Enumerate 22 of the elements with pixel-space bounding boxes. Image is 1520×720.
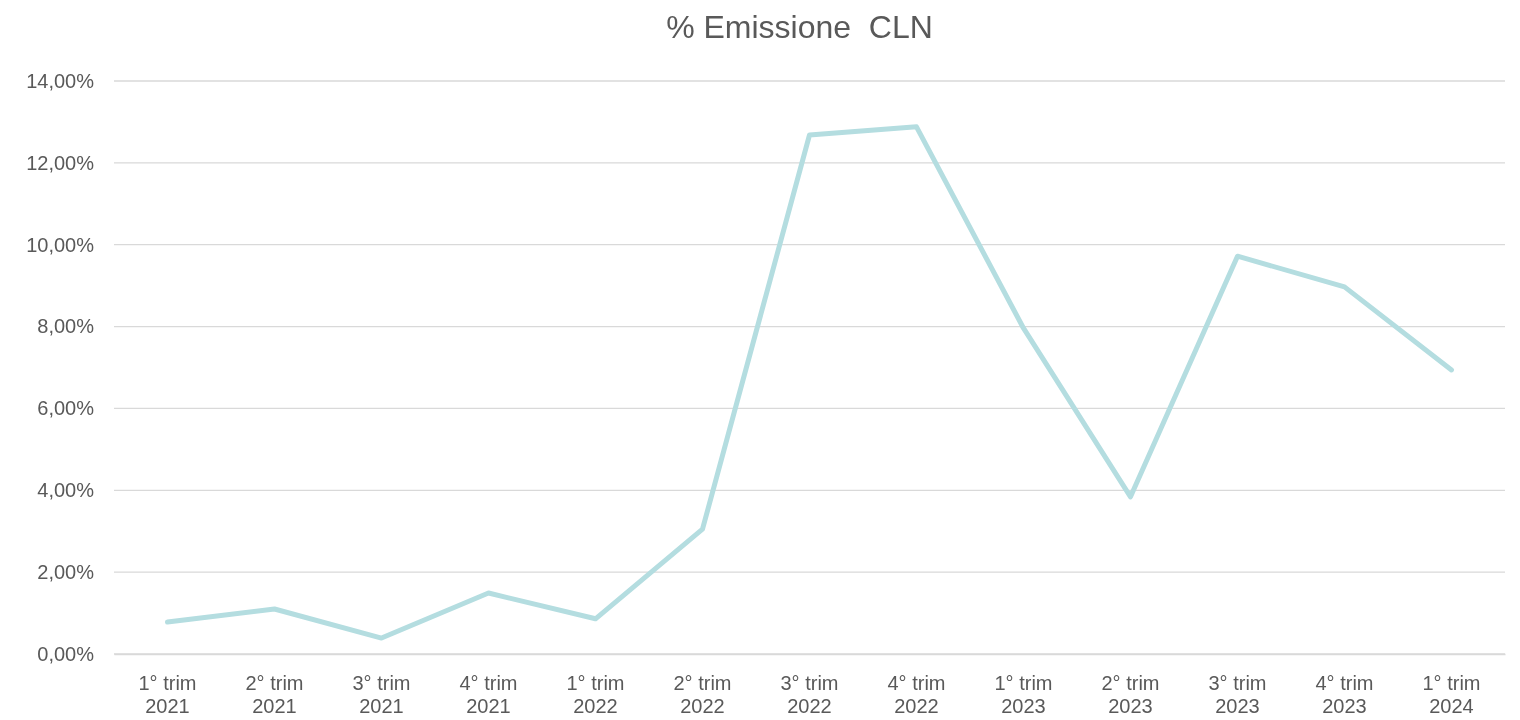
x-tick-label: 3° trim 2021 [352, 672, 411, 718]
x-tick-label: 2° trim 2022 [673, 672, 732, 718]
y-tick-label: 0,00% [37, 642, 95, 665]
y-tick-label: 14,00% [26, 69, 95, 92]
y-tick-label: 8,00% [37, 315, 95, 338]
y-tick-label: 12,00% [26, 151, 95, 174]
x-tick-label: 2° trim 2021 [245, 672, 304, 718]
x-tick-label: 1° trim 2023 [994, 672, 1053, 718]
x-tick-label: 2° trim 2023 [1101, 672, 1160, 718]
x-tick-label: 1° trim 2022 [566, 672, 625, 718]
y-tick-label: 10,00% [26, 233, 95, 256]
y-tick-label: 6,00% [37, 397, 95, 420]
x-tick-label: 1° trim 2021 [138, 672, 197, 718]
y-tick-label: 2,00% [37, 561, 95, 584]
x-tick-label: 3° trim 2022 [780, 672, 839, 718]
x-tick-label: 4° trim 2023 [1315, 672, 1374, 718]
x-tick-label: 3° trim 2023 [1208, 672, 1267, 718]
y-tick-label: 4,00% [37, 479, 95, 502]
x-tick-label: 1° trim 2024 [1422, 672, 1481, 718]
x-tick-label: 4° trim 2022 [887, 672, 946, 718]
x-tick-label: 4° trim 2021 [459, 672, 518, 718]
chart-title: % Emissione CLN [666, 9, 933, 45]
